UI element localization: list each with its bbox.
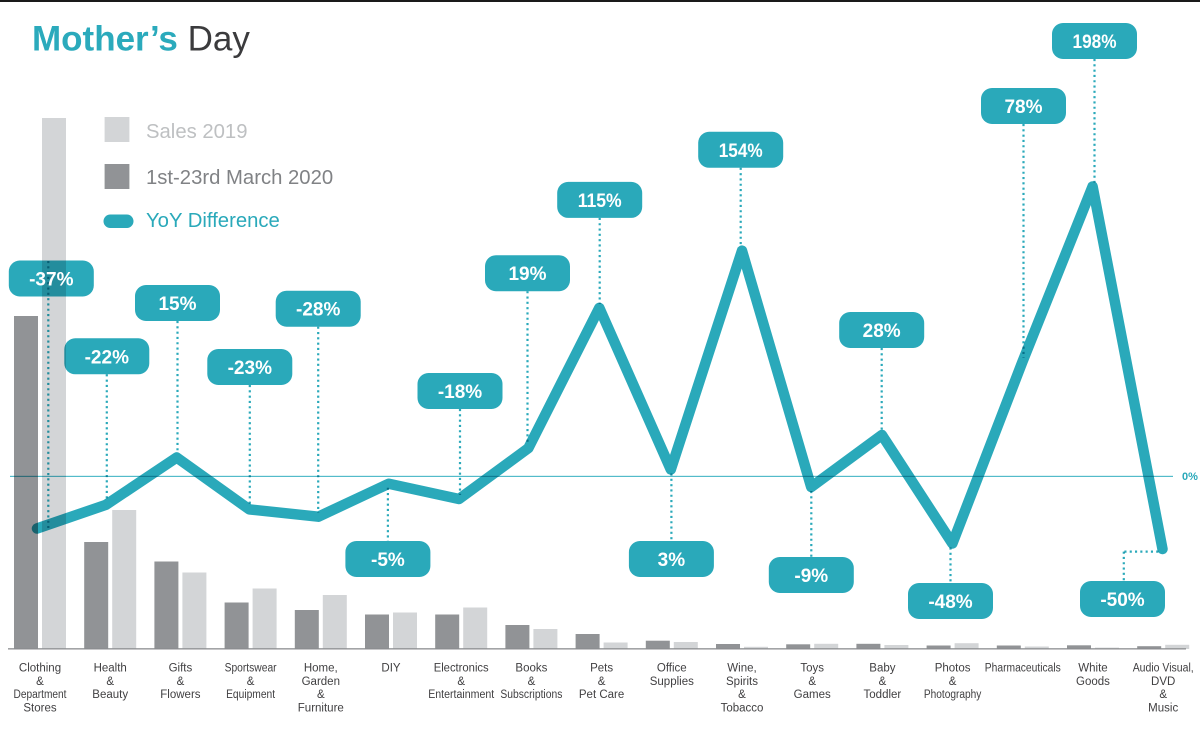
svg-text:&: &	[528, 676, 536, 688]
svg-text:White: White	[1078, 663, 1107, 675]
svg-text:Tobacco: Tobacco	[721, 702, 764, 714]
svg-text:YoY Difference: YoY Difference	[146, 210, 280, 232]
svg-text:-50%: -50%	[1100, 590, 1144, 611]
svg-text:-23%: -23%	[228, 358, 272, 379]
svg-text:Pet Care: Pet Care	[579, 689, 624, 701]
svg-text:Pharmaceuticals: Pharmaceuticals	[985, 663, 1061, 675]
svg-text:Health: Health	[94, 663, 127, 675]
svg-text:Baby: Baby	[869, 663, 895, 675]
svg-text:Home,: Home,	[304, 663, 338, 675]
svg-text:Equipment: Equipment	[226, 689, 276, 701]
svg-text:-9%: -9%	[794, 566, 828, 587]
svg-text:-48%: -48%	[928, 592, 972, 613]
svg-text:Entertainment: Entertainment	[428, 689, 495, 701]
svg-text:Sales 2019: Sales 2019	[146, 121, 248, 143]
svg-text:DVD: DVD	[1151, 676, 1175, 688]
svg-text:198%: 198%	[1073, 32, 1117, 53]
svg-text:Office: Office	[657, 663, 687, 675]
svg-text:Photography: Photography	[924, 689, 982, 701]
svg-text:-18%: -18%	[438, 382, 482, 403]
svg-text:&: &	[738, 689, 746, 701]
svg-text:DIY: DIY	[381, 663, 401, 675]
svg-text:Garden: Garden	[302, 676, 340, 688]
svg-text:Pets: Pets	[590, 663, 613, 675]
svg-text:1st-23rd March 2020: 1st-23rd March 2020	[146, 167, 333, 189]
svg-text:15%: 15%	[158, 294, 196, 315]
svg-text:3%: 3%	[658, 550, 686, 571]
svg-text:Electronics: Electronics	[434, 663, 489, 675]
svg-text:&: &	[177, 676, 185, 688]
svg-text:&: &	[879, 676, 887, 688]
svg-text:Books: Books	[515, 663, 547, 675]
svg-text:19%: 19%	[508, 264, 546, 285]
svg-text:&: &	[949, 676, 957, 688]
svg-text:-22%: -22%	[85, 347, 129, 368]
svg-text:Subscriptions: Subscriptions	[500, 689, 562, 701]
svg-text:&: &	[1159, 689, 1167, 701]
svg-text:Department: Department	[14, 689, 68, 701]
svg-text:-37%: -37%	[29, 270, 73, 291]
svg-text:&: &	[317, 689, 325, 701]
svg-text:&: &	[598, 676, 606, 688]
svg-text:0%: 0%	[1182, 471, 1198, 483]
svg-text:&: &	[106, 676, 114, 688]
svg-text:Goods: Goods	[1076, 676, 1110, 688]
svg-text:Audio Visual,: Audio Visual,	[1133, 663, 1194, 675]
svg-text:Photos: Photos	[935, 663, 971, 675]
svg-text:154%: 154%	[719, 141, 763, 162]
svg-text:Toys: Toys	[800, 663, 824, 675]
svg-text:&: &	[808, 676, 816, 688]
svg-text:Spirits: Spirits	[726, 676, 758, 688]
svg-text:Sportswear: Sportswear	[225, 663, 277, 675]
svg-text:115%: 115%	[578, 191, 622, 212]
svg-text:Furniture: Furniture	[298, 702, 344, 714]
svg-text:Flowers: Flowers	[160, 689, 201, 701]
svg-text:Clothing: Clothing	[19, 663, 61, 675]
svg-text:-5%: -5%	[371, 550, 405, 571]
svg-text:Supplies: Supplies	[650, 676, 694, 688]
svg-text:Gifts: Gifts	[169, 663, 193, 675]
svg-text:&: &	[36, 676, 44, 688]
svg-text:Games: Games	[794, 689, 831, 701]
svg-text:&: &	[457, 676, 465, 688]
svg-text:Mother’s Day: Mother’s Day	[32, 20, 250, 59]
svg-text:Beauty: Beauty	[92, 689, 128, 701]
svg-text:Music: Music	[1148, 702, 1178, 714]
svg-text:&: &	[247, 676, 255, 688]
svg-text:78%: 78%	[1004, 97, 1042, 118]
svg-text:28%: 28%	[863, 321, 901, 342]
svg-text:Toddler: Toddler	[864, 689, 902, 701]
svg-text:Stores: Stores	[23, 702, 56, 714]
svg-text:-28%: -28%	[296, 300, 340, 321]
svg-text:Wine,: Wine,	[727, 663, 756, 675]
